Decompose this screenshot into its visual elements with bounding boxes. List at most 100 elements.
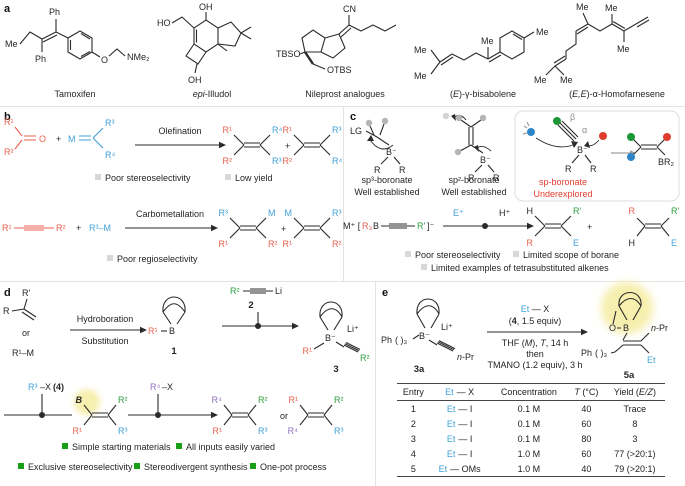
atom-label: O [39, 134, 46, 144]
vinyl-boron-intermediate: B R² R¹ R³ [73, 395, 128, 436]
atom-label: R² [283, 156, 293, 166]
atom-label: ]⁻ [427, 221, 435, 231]
atom-label: R [527, 238, 534, 248]
atom-label: H [629, 238, 636, 248]
caption-sp-boronate: sp-boronate [539, 177, 587, 187]
blue-dot [627, 153, 635, 161]
bullet-square [513, 251, 519, 257]
atom-label: B⁻ [577, 145, 588, 155]
atom-label: LG [350, 126, 362, 136]
compound-number-5a: 5a [624, 370, 635, 381]
atom-label: Me [534, 75, 547, 85]
atom-label: O [609, 323, 616, 333]
blue-dot [527, 128, 535, 136]
or-text: or [22, 328, 30, 338]
atom-label: NMe₂ [127, 52, 150, 62]
plus-sign: + [56, 134, 61, 144]
bullet-square-green [250, 463, 256, 469]
arrow-label: Carbometallation [136, 209, 204, 219]
atom-label: Me [481, 36, 494, 46]
cell-entry: 5 [410, 463, 416, 474]
atom-label: R [629, 206, 636, 216]
optimization-table: Entry Et — X Concentration T (°C) Yield (… [397, 383, 665, 477]
table-row: 5 Et — OMs 1.0 M 40 79 (>20:1) [397, 461, 665, 477]
compound-name-tamoxifen: Tamoxifen [54, 89, 95, 99]
lithium-acetylide-2: R² Li 2 [230, 286, 282, 311]
cell-temp: 60 [581, 448, 592, 459]
atom-label: Et [647, 355, 656, 365]
atom-label: R³ [332, 125, 342, 135]
bullet-text: Stereodivergent synthesis [144, 462, 248, 472]
alkene-product-1: R¹ R⁴ R² R³ [223, 125, 283, 166]
bullet-text: One-pot process [260, 462, 327, 472]
atom-label: R¹ [213, 426, 223, 436]
bullet-text: Poor regioselectivity [117, 254, 198, 264]
reaction-arrow-electrophile: E⁺ H⁺ [443, 208, 534, 230]
caption: Well established [441, 187, 506, 197]
atom-label: M⁺ [ [343, 221, 361, 231]
atom-label: R′ [573, 206, 581, 216]
cell-temp: 60 [581, 418, 592, 429]
divider-vertical-de [375, 281, 376, 486]
atom-label: R′ [22, 288, 30, 298]
substituent-dot [381, 117, 389, 125]
atom-label: R³ [334, 426, 344, 436]
atom-label: R³ [258, 426, 268, 436]
atom-label: R² [268, 239, 278, 249]
atom-label: R³ [28, 382, 38, 392]
tetrasub-product-2: R¹ R² R⁴ R³ [288, 395, 344, 436]
atom-label: R² [56, 223, 66, 233]
atom-label: R² [332, 239, 342, 249]
atom-label: R¹ [283, 239, 293, 249]
red-dot [599, 132, 607, 140]
sp-boronate-box [514, 110, 680, 202]
atom-label: E [573, 238, 579, 248]
table-row: 3 Et — I 0.1 M 80 3 [397, 431, 665, 446]
bullet-text: Poor stereoselectivity [415, 250, 501, 260]
green-dot [627, 133, 635, 141]
condition-equiv: (4, 1.5 equiv) [509, 316, 562, 326]
caption: sp³-boronate [361, 175, 412, 185]
compound-3-structure: B⁻ Li⁺ R¹ R² 3 [303, 301, 370, 375]
atom-label: B⁻ [419, 331, 430, 341]
chain-label: ( )₃ [395, 335, 407, 345]
compound-name-homofarnesene: (E,E)-α-Homofarnesene [569, 89, 665, 99]
atom-label: R [374, 165, 381, 175]
reaction-arrow-2 [222, 312, 299, 330]
compound-number-1: 1 [171, 346, 177, 357]
col-entry: Entry [397, 383, 430, 401]
atom-label: O [101, 55, 108, 65]
atom-label: –X [40, 382, 51, 392]
compound-name-epi-illudol: epi-Illudol [193, 89, 232, 99]
panel-e-scheme: B⁻ Li⁺ Ph ( )₃ n-Pr 3a Et — X (4, 1.5 eq… [381, 282, 668, 381]
condition-etx: Et — X [521, 304, 550, 314]
cell-etx: Et — I [446, 448, 473, 459]
atom-label: R [468, 173, 475, 183]
atom-label: R² [223, 156, 233, 166]
atom-label: n-Pr [651, 323, 668, 333]
atom-label: R [590, 164, 597, 174]
arrow-label: Olefination [158, 126, 201, 136]
bullet-square [107, 255, 113, 261]
atom-label: R¹ [303, 346, 313, 356]
atom-label: R′ [417, 221, 425, 231]
bullet-square-green [62, 443, 68, 449]
compound-number-4: (4) [53, 382, 64, 392]
atom-label: Me [536, 27, 549, 37]
r3x-arrow: R³ –X (4) [4, 382, 72, 418]
atom-label: BR₂ [658, 157, 675, 167]
atom-label: HO [157, 18, 171, 28]
atom-label: R² [4, 147, 14, 157]
trisubstituted-product: H R′ R E [527, 206, 582, 248]
cell-conc: 1.0 M [517, 463, 541, 474]
atom-label: R¹ [223, 125, 233, 135]
compound-1-structure: R¹ B [148, 296, 186, 336]
col-etx: Et — X [429, 383, 490, 401]
atom-label: R² [230, 286, 240, 296]
r4x-arrow: R⁴ –X [128, 382, 218, 419]
substituent-dot [454, 148, 462, 156]
conditions-arrow: Et — X (4, 1.5 equiv) THF (M), T, 14 h t… [487, 304, 588, 370]
table-row: 2 Et — I 0.1 M 60 8 [397, 416, 665, 431]
structure-tamoxifen: Me Ph Ph O NMe₂ [5, 7, 150, 65]
